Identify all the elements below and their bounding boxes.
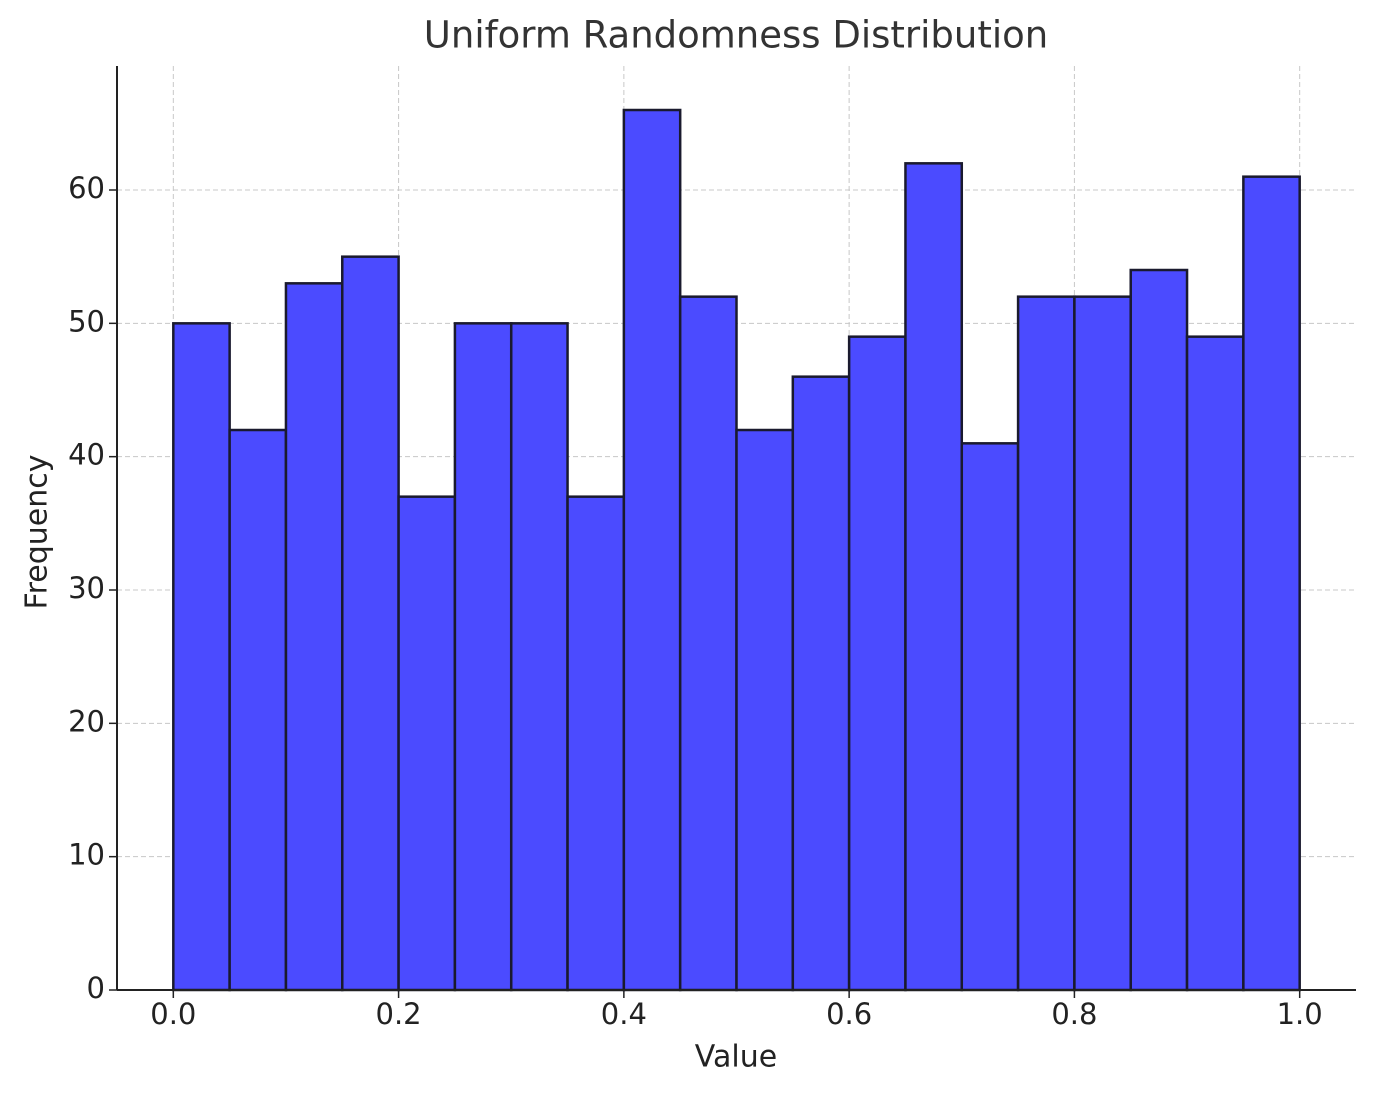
- bar: [678, 295, 738, 992]
- bar: [1185, 335, 1245, 992]
- y-tick-label: 20: [68, 704, 105, 738]
- y-tick-label: 60: [68, 171, 105, 205]
- bar: [904, 162, 964, 992]
- y-tick-label: 30: [68, 571, 105, 605]
- bar: [847, 335, 907, 992]
- bar: [1242, 175, 1301, 992]
- y-tick-label: 50: [68, 304, 105, 338]
- bar: [566, 495, 626, 992]
- bar: [341, 255, 400, 992]
- x-tick-label: 1.0: [1277, 997, 1323, 1031]
- x-tick-label: 0.4: [601, 997, 647, 1031]
- x-tick-label: 0.6: [826, 997, 872, 1031]
- bar: [622, 108, 682, 992]
- x-tick-label: 0.2: [376, 997, 422, 1031]
- bar: [397, 495, 457, 992]
- bar: [1073, 295, 1132, 992]
- chart-title: Uniform Randomness Distribution: [424, 14, 1048, 57]
- bar: [1016, 295, 1076, 992]
- bar: [960, 442, 1020, 992]
- bar: [735, 428, 795, 992]
- x-axis-label: Value: [695, 1040, 777, 1075]
- bar: [453, 322, 513, 992]
- x-tick-label: 0.0: [150, 997, 196, 1031]
- bar: [1129, 268, 1189, 992]
- bar: [172, 322, 231, 992]
- y-axis-label: Frequency: [20, 455, 55, 610]
- bar: [509, 322, 569, 992]
- bar: [791, 375, 851, 992]
- bar: [284, 282, 344, 992]
- y-tick-label: 0: [87, 971, 105, 1005]
- x-tick-label: 0.8: [1051, 997, 1097, 1031]
- bar: [228, 428, 288, 992]
- y-tick-label: 40: [68, 438, 105, 472]
- y-tick-label: 10: [68, 838, 105, 872]
